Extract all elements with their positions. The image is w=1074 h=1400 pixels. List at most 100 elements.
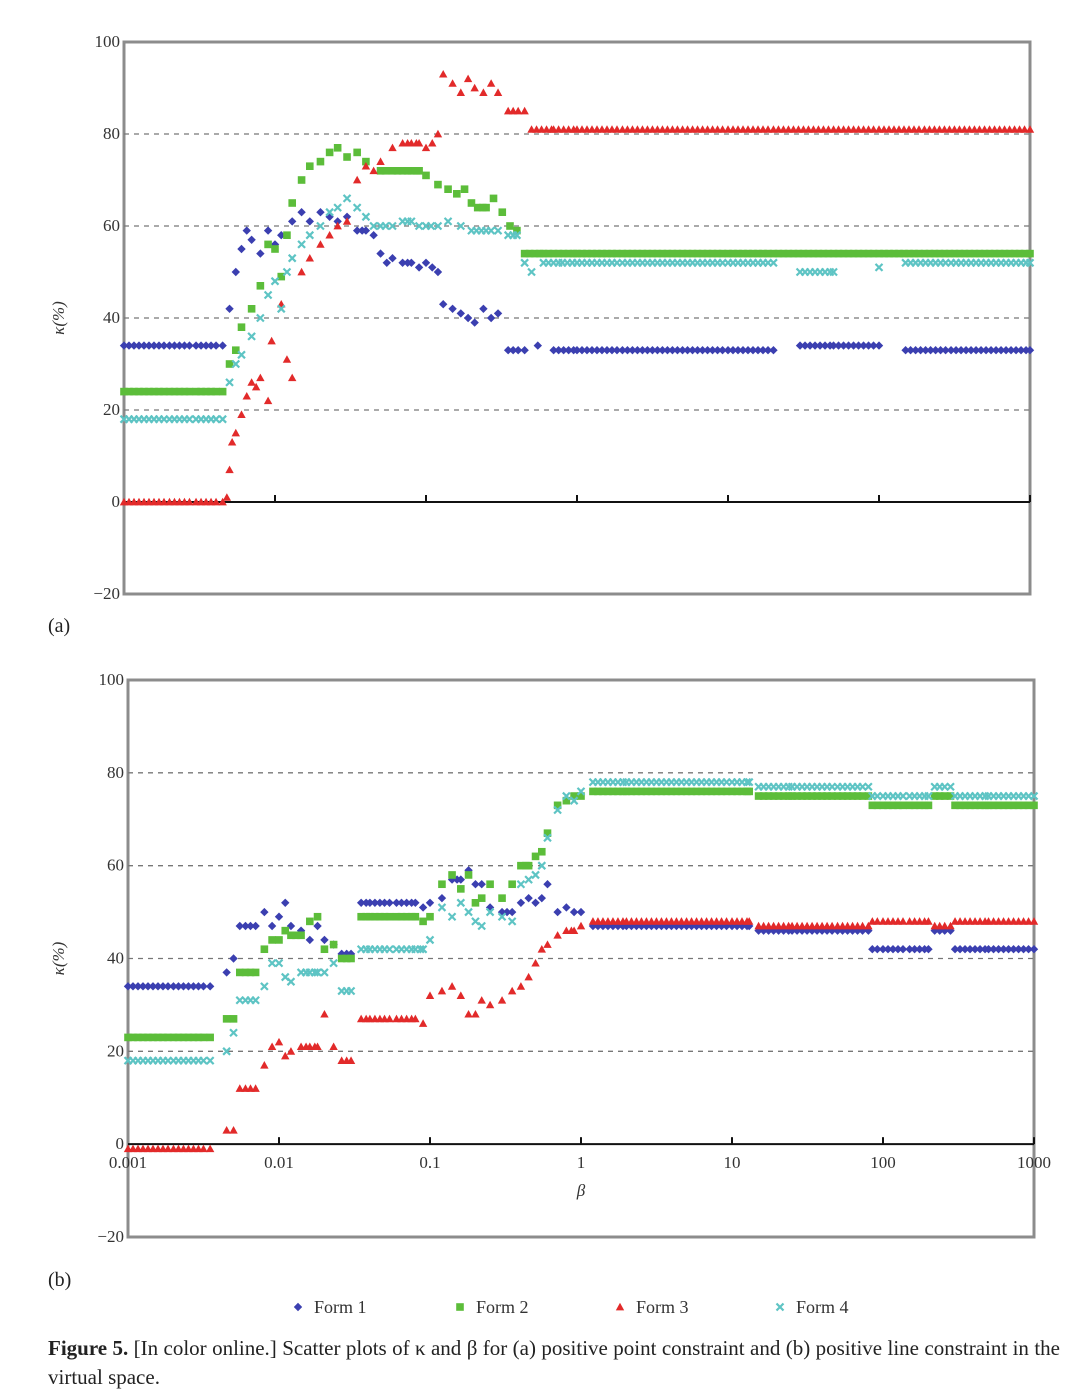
y-tick-label: −20 [93, 584, 120, 603]
data-point [698, 249, 707, 258]
data-point [723, 346, 733, 355]
data-point [489, 194, 498, 203]
data-point [143, 982, 153, 991]
data-point [189, 1033, 198, 1042]
data-point [428, 139, 437, 147]
data-point [920, 917, 929, 925]
data-point [598, 249, 606, 258]
data-point [165, 341, 174, 350]
data-point [774, 249, 783, 258]
data-point [159, 414, 169, 424]
data-point [592, 346, 602, 355]
data-point [385, 944, 394, 954]
data-point [329, 1042, 338, 1051]
data-point [433, 221, 443, 231]
data-point [533, 341, 542, 350]
data-point [128, 982, 138, 991]
data-point [901, 346, 910, 355]
data-point [663, 249, 672, 258]
legend-label-3: Form 3 [636, 1297, 689, 1317]
data-point [549, 249, 558, 258]
data-point [206, 1033, 214, 1042]
data-point [559, 346, 568, 355]
data-point [612, 346, 622, 355]
data-point [893, 945, 903, 954]
data-point [421, 143, 431, 152]
data-point [333, 217, 342, 226]
data-point [352, 175, 362, 184]
x-tick-label: 0.001 [109, 1153, 147, 1172]
data-point [559, 249, 568, 258]
data-point [916, 346, 925, 355]
data-point [434, 180, 442, 189]
data-point [804, 249, 813, 258]
data-point [712, 921, 721, 931]
data-point [286, 977, 296, 986]
data-point [447, 982, 457, 990]
data-point [288, 217, 297, 226]
data-point [251, 921, 260, 931]
y-tick-label: 40 [107, 949, 124, 968]
data-point [599, 787, 607, 796]
y-tick-label: −20 [97, 1227, 124, 1246]
data-point [854, 249, 863, 258]
data-point [910, 249, 918, 258]
data-point [437, 986, 447, 995]
data-point [814, 249, 823, 258]
data-point [282, 355, 292, 363]
data-point [553, 805, 562, 815]
data-point [247, 332, 256, 341]
data-point [839, 341, 848, 350]
data-point [418, 1019, 428, 1027]
data-point [375, 898, 385, 907]
data-point [385, 912, 394, 921]
data-point [388, 254, 397, 263]
data-point [337, 954, 346, 963]
data-point [448, 871, 456, 879]
data-point [439, 70, 448, 78]
data-point [682, 921, 691, 931]
data-point [817, 926, 827, 935]
data-point [525, 249, 534, 258]
legend: Form 1 Form 2 Form 3 Form 4 [293, 1297, 849, 1317]
data-point [618, 249, 627, 258]
data-point [271, 245, 279, 253]
data-point [225, 360, 234, 368]
data-point [759, 792, 768, 800]
series-form-3 [119, 70, 1035, 506]
data-point [251, 382, 261, 391]
data-point [433, 267, 443, 277]
data-point [834, 249, 843, 258]
data-point [722, 777, 731, 787]
data-point [749, 249, 757, 258]
legend-marker-2 [456, 1303, 464, 1311]
data-point [812, 926, 822, 935]
data-point [884, 801, 892, 810]
data-point [513, 346, 523, 355]
data-point [873, 917, 882, 925]
data-point [425, 991, 435, 999]
data-point [497, 996, 507, 1004]
data-point [805, 341, 815, 350]
data-point [497, 907, 507, 917]
data-point [470, 318, 479, 327]
data-point [607, 346, 617, 355]
data-point [347, 954, 355, 963]
data-point [643, 346, 652, 355]
data-point [1016, 346, 1026, 355]
data-point [588, 249, 596, 258]
data-point [956, 346, 966, 355]
data-point [763, 258, 773, 268]
data-point [898, 791, 908, 801]
data-point [608, 921, 618, 931]
data-point [543, 940, 552, 948]
data-point [485, 907, 495, 917]
data-point [941, 346, 950, 355]
data-point [139, 341, 149, 350]
data-point [222, 1015, 231, 1023]
data-point [774, 792, 783, 800]
y-tick-label: 20 [103, 400, 120, 419]
data-point [869, 341, 878, 350]
data-point [633, 249, 642, 258]
data-point [456, 88, 465, 96]
